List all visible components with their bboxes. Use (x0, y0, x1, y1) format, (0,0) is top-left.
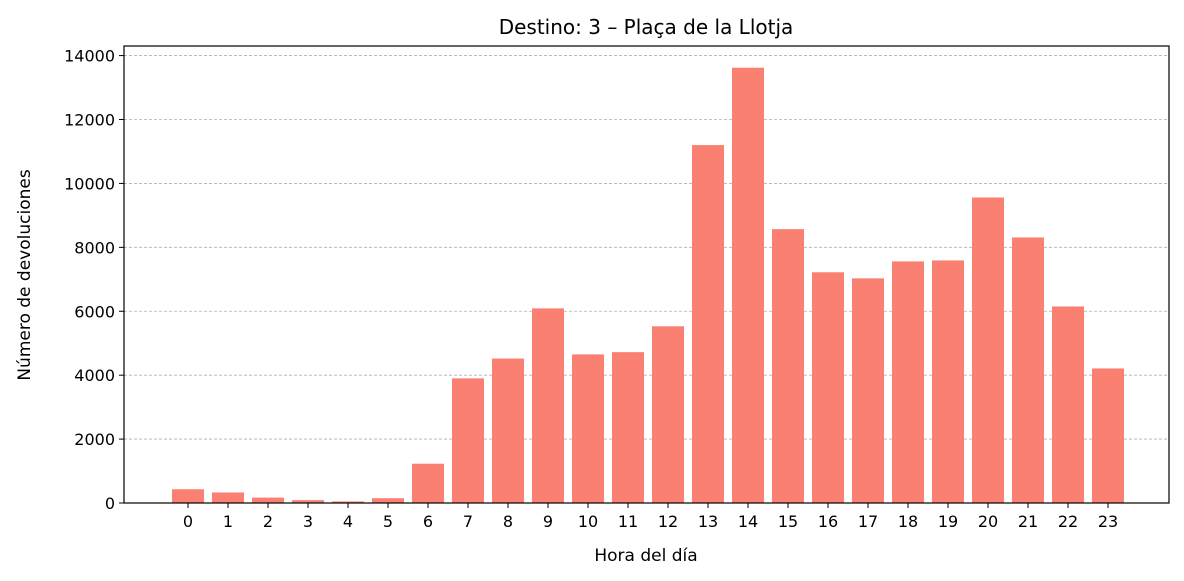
x-tick-label: 7 (463, 512, 473, 531)
bar-hour-4 (332, 501, 364, 503)
x-tick-label: 2 (263, 512, 273, 531)
bar-hour-1 (212, 492, 244, 503)
x-tick-label: 15 (778, 512, 798, 531)
y-tick-label: 12000 (64, 111, 115, 130)
bar-hour-11 (612, 352, 644, 503)
bar-hour-19 (932, 260, 964, 503)
x-tick-label: 1 (223, 512, 233, 531)
bar-hour-6 (412, 463, 444, 503)
x-tick-label: 9 (543, 512, 553, 531)
bar-hour-13 (692, 145, 724, 503)
x-tick-label: 4 (343, 512, 353, 531)
y-tick-label: 8000 (74, 238, 115, 257)
y-axis-label: Número de devoluciones (15, 169, 35, 380)
x-tick-label: 3 (303, 512, 313, 531)
bar-hour-5 (372, 498, 404, 503)
x-tick-label: 8 (503, 512, 513, 531)
bar-hour-20 (972, 197, 1004, 503)
bar-hour-14 (732, 67, 764, 503)
bar-hour-21 (1012, 237, 1044, 504)
y-tick-label: 14000 (64, 47, 115, 66)
x-tick-label: 5 (383, 512, 393, 531)
y-tick-label: 10000 (64, 174, 115, 193)
chart-title: Destino: 3 – Plaça de la Llotja (499, 15, 794, 39)
bar-hour-2 (252, 497, 284, 503)
x-tick-label: 10 (578, 512, 598, 531)
x-tick-label: 12 (658, 512, 678, 531)
bar-hour-8 (492, 358, 524, 503)
x-tick-label: 13 (698, 512, 718, 531)
x-tick-label: 22 (1058, 512, 1078, 531)
x-tick-label: 19 (938, 512, 958, 531)
x-tick-label: 23 (1098, 512, 1118, 531)
x-tick-label: 17 (858, 512, 878, 531)
x-tick-label: 14 (738, 512, 758, 531)
bar-hour-23 (1092, 368, 1124, 503)
bar-hour-16 (812, 272, 844, 503)
bar-hour-0 (172, 489, 204, 503)
y-axis: 0 2000 4000 6000 8000 10000 12000 14000 (64, 47, 124, 513)
bar-hour-18 (892, 261, 924, 503)
bar-hour-9 (532, 308, 564, 503)
y-tick-label: 2000 (74, 430, 115, 449)
x-axis-label: Hora del día (594, 546, 697, 566)
bar-hour-3 (292, 500, 324, 503)
x-tick-label: 16 (818, 512, 838, 531)
x-tick-label: 18 (898, 512, 918, 531)
y-tick-label: 4000 (74, 366, 115, 385)
x-tick-label: 11 (618, 512, 638, 531)
y-tick-label: 0 (105, 494, 115, 513)
bar-hour-10 (572, 354, 604, 503)
plot-frame (123, 45, 1170, 504)
x-tick-label: 21 (1018, 512, 1038, 531)
x-axis: 0 1 2 3 4 5 6 7 8 9 10 11 12 13 14 15 16 17 18 19 20 21 22 23 (183, 503, 1118, 531)
x-tick-label: 6 (423, 512, 433, 531)
bar-hour-12 (652, 326, 684, 503)
bar-hour-15 (772, 229, 804, 504)
bar-hour-7 (452, 378, 484, 503)
bar-hour-17 (852, 278, 884, 503)
x-tick-label: 20 (978, 512, 998, 531)
y-tick-label: 6000 (74, 302, 115, 321)
bar-hour-22 (1052, 306, 1084, 503)
x-tick-label: 0 (183, 512, 193, 531)
bars (172, 67, 1124, 504)
